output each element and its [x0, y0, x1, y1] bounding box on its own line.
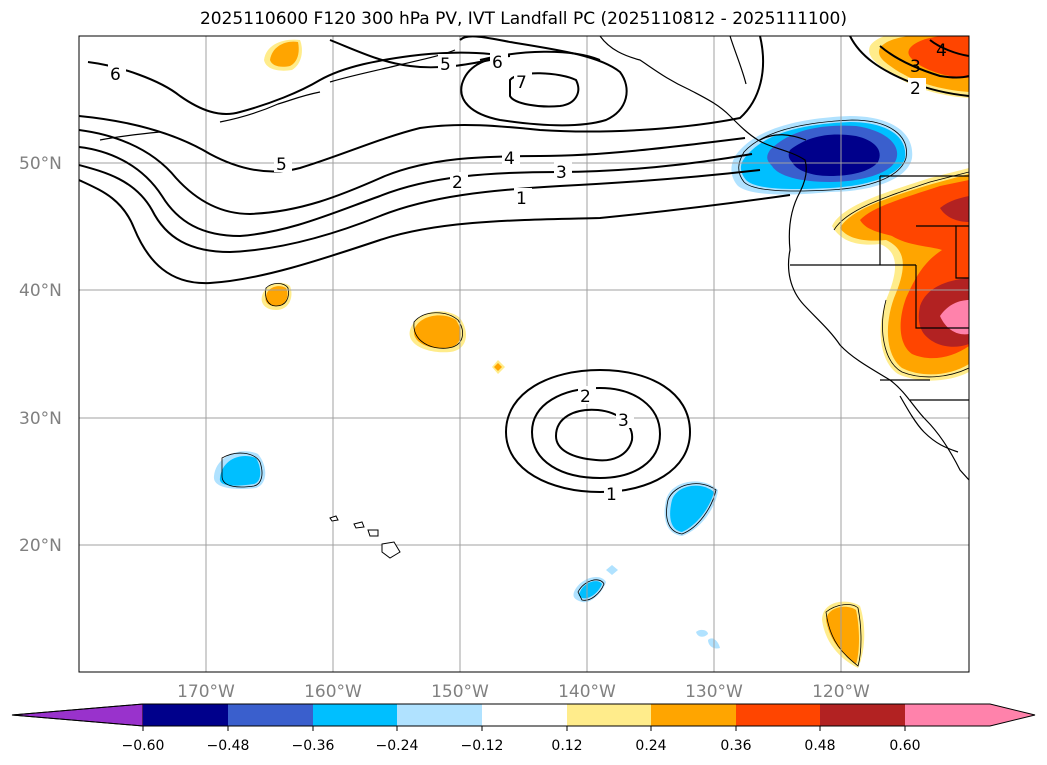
lon-label: 130°W [685, 682, 743, 702]
contour-label: 2 [910, 79, 921, 99]
contour-label: 5 [276, 155, 287, 175]
contour-label: 4 [936, 41, 947, 61]
contour-label: 1 [516, 189, 527, 209]
map-title: 2025110600 F120 300 hPa PV, IVT Landfall… [199, 9, 847, 29]
lat-label: 50°N [19, 154, 62, 174]
contour-label: 2 [580, 387, 591, 407]
contour-ne-3 [879, 45, 969, 79]
colorbar-tick-label: −0.60 [122, 738, 165, 754]
lon-label: 120°W [812, 682, 870, 702]
coastlines [99, 36, 969, 481]
colorbar-swatch [482, 704, 567, 726]
plot-frame [78, 35, 970, 673]
colorbar-swatch [820, 704, 905, 726]
contour-label: 5 [440, 55, 451, 75]
hawaii-islands [329, 515, 401, 559]
contour-6 [87, 51, 491, 116]
colorbar-swatch [143, 704, 228, 726]
contour-label: 3 [910, 57, 921, 77]
colorbar-swatch [313, 704, 397, 726]
colorbar-swatch [397, 704, 482, 726]
lat-label: 40°N [19, 281, 62, 301]
colorbar-swatch [228, 704, 313, 726]
lon-label: 160°W [304, 682, 362, 702]
contour-5 [79, 36, 764, 173]
contour-sub-2 [530, 386, 662, 480]
contour-label: 3 [618, 411, 629, 431]
colorbar-tick-label: −0.48 [207, 738, 250, 754]
colorbar-extend-max [905, 704, 1035, 726]
contour-4 [79, 129, 746, 216]
contour-label: 6 [110, 65, 121, 85]
lat-label: 20°N [19, 536, 62, 556]
lat-label: 30°N [19, 409, 62, 429]
contour-6b [329, 39, 491, 69]
latitude-labels: 50°N 40°N 30°N 20°N [19, 154, 62, 556]
graticule [79, 36, 969, 672]
contour-3 [79, 146, 753, 238]
lon-label: 170°W [177, 682, 235, 702]
colorbar-tick-label: 0.48 [804, 738, 835, 754]
contour-label: 2 [452, 173, 463, 193]
contour-7 [509, 72, 580, 108]
colorbar-extend-min [11, 703, 144, 727]
contour-labels: 6 5 6 7 5 4 3 2 1 2 3 1 4 3 [108, 41, 947, 505]
shade-outlines [221, 119, 969, 667]
contour-label: 6 [492, 53, 503, 73]
colorbar-tick-label: −0.24 [376, 738, 419, 754]
lon-label: 140°W [558, 682, 616, 702]
longitude-labels: 170°W 160°W 150°W 140°W 130°W 120°W [177, 682, 870, 702]
colorbar-tick-label: 0.24 [635, 738, 666, 754]
colorbar-tick-label: −0.36 [292, 738, 335, 754]
contour-label: 4 [504, 149, 515, 169]
contour-sub-3 [554, 408, 634, 462]
pv-contours [79, 36, 969, 494]
colorbar-swatch [651, 704, 736, 726]
colorbar-tick-label: 0.60 [889, 738, 920, 754]
colorbar-swatch [736, 704, 820, 726]
colorbar-tick-label: −0.12 [461, 738, 504, 754]
contour-sub-1 [504, 368, 692, 494]
lon-label: 150°W [431, 682, 489, 702]
contour-label: 3 [556, 163, 567, 183]
contour-label: 7 [516, 73, 527, 93]
colorbar-swatch [567, 704, 651, 726]
contour-label: 1 [606, 485, 617, 505]
colorbar: −0.60 −0.48 −0.36 −0.24 −0.12 0.12 0.24 … [11, 703, 1036, 754]
colorbar-tick-label: 0.12 [551, 738, 582, 754]
contour-ne-4 [929, 39, 969, 57]
colorbar-tick-label: 0.36 [720, 738, 751, 754]
contour-2 [79, 164, 761, 254]
contour-1 [79, 179, 791, 285]
contour-6c [459, 36, 628, 127]
